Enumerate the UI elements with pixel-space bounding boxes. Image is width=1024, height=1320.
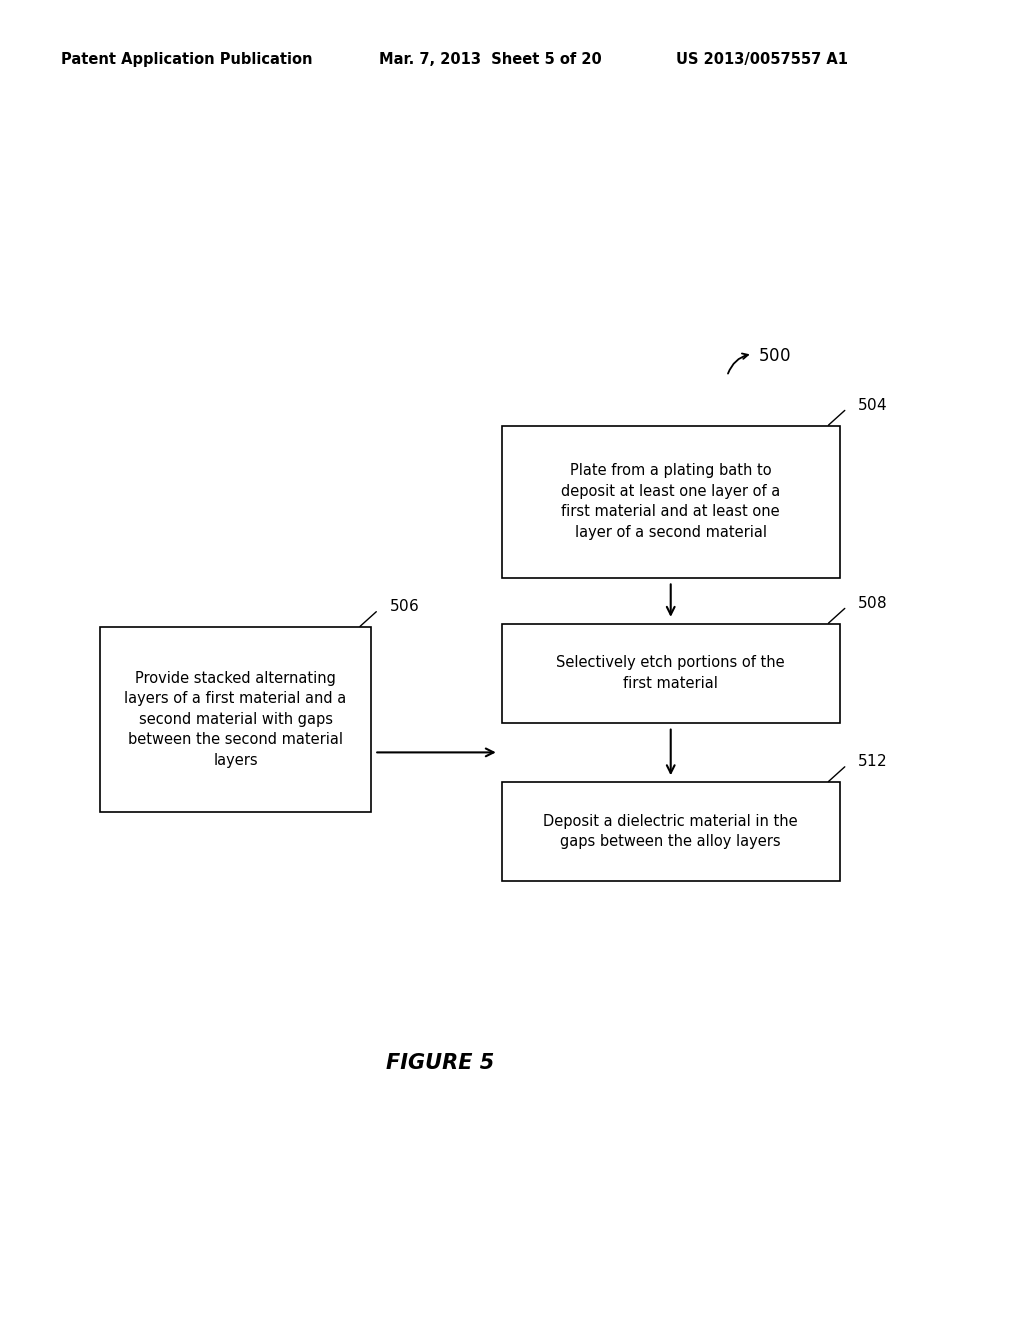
Text: FIGURE 5: FIGURE 5 [386,1052,495,1073]
Text: US 2013/0057557 A1: US 2013/0057557 A1 [676,51,848,67]
Text: $\mathit{508}$: $\mathit{508}$ [857,594,887,611]
FancyBboxPatch shape [502,624,840,722]
Text: $\mathit{500}$: $\mathit{500}$ [758,348,791,364]
Text: Mar. 7, 2013  Sheet 5 of 20: Mar. 7, 2013 Sheet 5 of 20 [379,51,602,67]
Text: Deposit a dielectric material in the
gaps between the alloy layers: Deposit a dielectric material in the gap… [544,814,798,849]
Text: Provide stacked alternating
layers of a first material and a
second material wit: Provide stacked alternating layers of a … [124,671,347,768]
Text: $\mathit{512}$: $\mathit{512}$ [857,752,887,770]
Text: Patent Application Publication: Patent Application Publication [61,51,313,67]
Text: Plate from a plating bath to
deposit at least one layer of a
first material and : Plate from a plating bath to deposit at … [561,463,780,540]
FancyBboxPatch shape [100,627,372,812]
Text: $\mathit{504}$: $\mathit{504}$ [857,396,887,413]
FancyBboxPatch shape [502,425,840,578]
Text: Selectively etch portions of the
first material: Selectively etch portions of the first m… [556,656,785,690]
FancyBboxPatch shape [502,781,840,882]
Text: $\mathit{506}$: $\mathit{506}$ [389,598,419,614]
